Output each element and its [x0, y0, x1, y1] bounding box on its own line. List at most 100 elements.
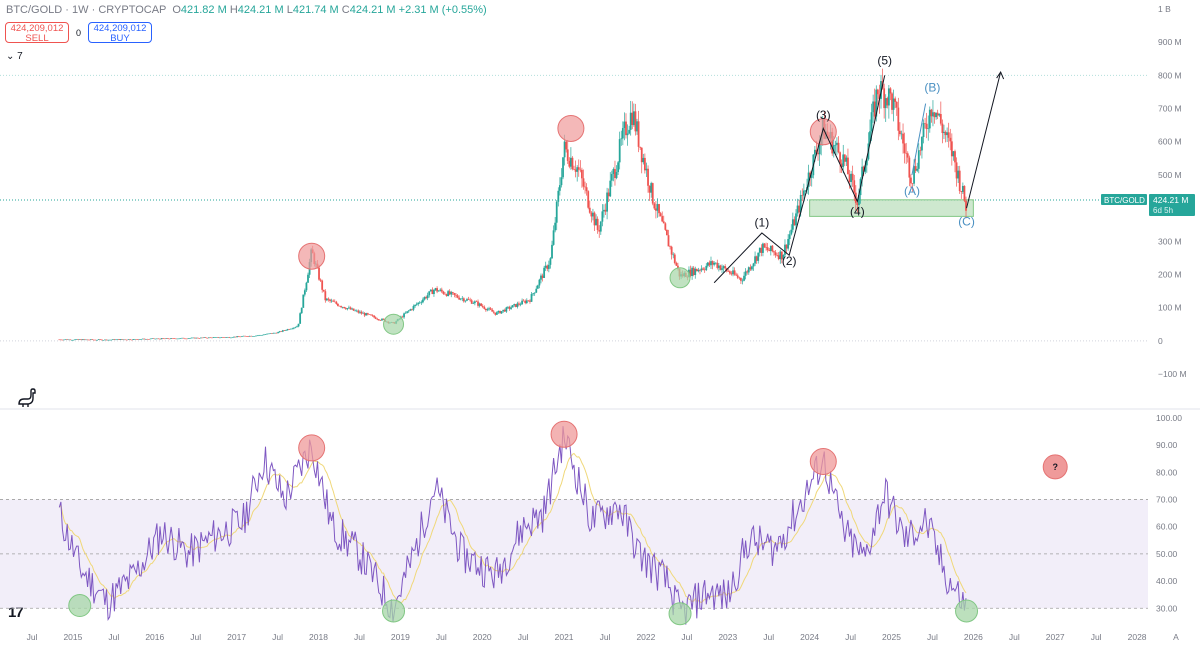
candle-body	[510, 307, 512, 309]
candle-body	[769, 245, 772, 252]
candle-body	[513, 304, 516, 306]
legend-interval[interactable]: 1W	[72, 4, 89, 16]
candle-body	[872, 101, 875, 113]
candle-body	[581, 169, 583, 179]
sell-button[interactable]: 424,209,012 SELL	[5, 22, 69, 44]
candle-body	[105, 339, 108, 341]
x-tick-label: 2024	[800, 632, 819, 642]
top-marker	[557, 114, 585, 142]
candle-body	[551, 244, 553, 259]
candle-body	[319, 279, 322, 281]
candle-body	[264, 334, 267, 335]
candle-body	[658, 204, 660, 214]
candle-body	[861, 166, 864, 179]
candle-body	[181, 337, 183, 339]
candle-body	[91, 339, 94, 340]
x-tick-label: Jul	[927, 632, 938, 642]
candle-body	[547, 264, 550, 269]
candle-body	[344, 308, 347, 310]
candle-body	[760, 247, 763, 253]
candle-body	[505, 307, 508, 312]
candle-body	[270, 333, 273, 334]
candle-body	[549, 258, 552, 265]
candle-body	[325, 298, 328, 301]
candle-body	[152, 338, 155, 339]
candle-body	[285, 330, 287, 331]
candle-body	[247, 336, 250, 338]
candle-body	[162, 338, 165, 339]
candle-body	[88, 339, 91, 341]
candle-body	[69, 339, 72, 341]
candle-body	[785, 244, 788, 249]
buy-button[interactable]: 424,209,012 BUY	[88, 22, 152, 44]
candle-body	[784, 244, 786, 255]
x-tick-label: 2020	[473, 632, 492, 642]
candle-body	[884, 98, 887, 109]
candle-body	[291, 328, 294, 330]
candle-body	[144, 339, 147, 340]
price-tick-label: 0	[1158, 336, 1163, 346]
candle-body	[876, 89, 879, 95]
candle-body	[596, 218, 599, 230]
candle-body	[606, 192, 608, 212]
legend-symbol[interactable]: BTC/GOLD	[6, 4, 63, 16]
candle-body	[716, 262, 719, 268]
candle-body	[599, 221, 602, 232]
candle-body	[292, 327, 295, 329]
dinosaur-icon	[18, 388, 36, 407]
candle-body	[560, 177, 563, 186]
candle-body	[796, 205, 799, 214]
candle-body	[919, 150, 922, 151]
candle-body	[130, 339, 133, 341]
candle-body	[297, 323, 300, 327]
candle-body	[126, 339, 128, 341]
indicators-toggle[interactable]: ⌄ 7	[6, 51, 23, 62]
candle-body	[450, 292, 453, 295]
candle-body	[691, 267, 694, 276]
candle-body	[355, 310, 358, 312]
candle-body	[963, 185, 966, 201]
candle-body	[799, 194, 802, 213]
candle-body	[459, 298, 462, 300]
candle-body	[527, 300, 530, 302]
candle-body	[78, 339, 81, 340]
candle-body	[428, 291, 431, 296]
candle-body	[643, 157, 646, 171]
candle-body	[489, 308, 492, 310]
candle-body	[483, 306, 486, 309]
candle-body	[366, 313, 369, 315]
candle-body	[949, 137, 952, 142]
candle-body	[747, 267, 750, 273]
candle-body	[281, 330, 284, 332]
candle-body	[215, 337, 218, 338]
candle-body	[730, 273, 733, 275]
bottom-marker	[383, 313, 405, 335]
candle-body	[255, 335, 257, 337]
candle-body	[433, 290, 435, 295]
candle-body	[352, 308, 355, 311]
candle-body	[135, 339, 138, 340]
candle-body	[848, 174, 851, 182]
rsi-tick-label: 60.00	[1156, 522, 1178, 532]
candle-body	[63, 339, 65, 341]
x-tick-label: Jul	[845, 632, 856, 642]
candle-body	[434, 288, 437, 291]
candle-body	[107, 339, 109, 341]
candle-body	[146, 339, 149, 340]
candle-body	[207, 337, 210, 339]
candle-body	[865, 159, 868, 166]
candle-body	[609, 180, 612, 197]
candle-body	[193, 337, 196, 339]
candle-body	[104, 339, 106, 341]
candle-body	[178, 338, 180, 340]
candle-body	[752, 263, 755, 267]
candle-body	[190, 337, 193, 339]
candle-body	[554, 222, 557, 231]
candle-body	[902, 133, 904, 144]
candle-body	[222, 337, 224, 338]
candle-body	[64, 339, 67, 340]
candle-body	[670, 246, 673, 255]
candle-body	[525, 300, 528, 303]
candle-body	[437, 290, 440, 292]
